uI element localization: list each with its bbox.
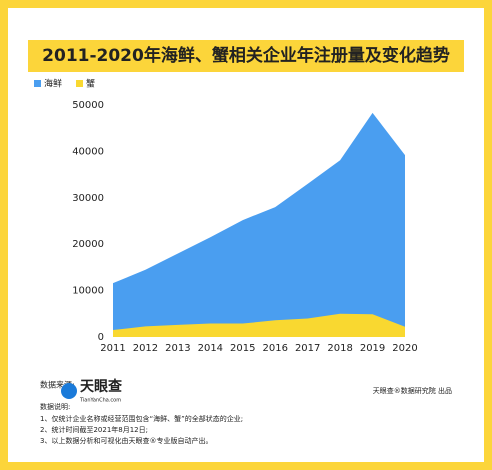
x-tick-label: 2016 — [262, 343, 287, 354]
area — [113, 112, 405, 337]
legend-label: 海鲜 — [44, 78, 62, 90]
note: 3、以上数据分析和可视化由天眼查®专业版自动产出。 — [40, 436, 212, 445]
y-tick-label: 10000 — [72, 286, 104, 297]
plot: 0 10000 20000 30000 40000 50000 2011 2012 2013 20… — [34, 78, 418, 354]
y-tick-label: 50000 — [72, 100, 104, 111]
logo-icon — [61, 383, 77, 399]
x-tick-label: 2018 — [327, 343, 352, 354]
note: 2、统计时间截至2021年8月12日; — [40, 425, 148, 434]
chart-title: 2011-2020年海鲜、蟹相关企业年注册量及变化趋势 — [42, 45, 450, 66]
source-label: 数据来源: — [40, 380, 75, 390]
x-tick-label: 2020 — [392, 343, 417, 354]
x-tick-label: 2019 — [360, 343, 385, 354]
notes-label: 数据说明: — [40, 402, 70, 411]
area — [113, 313, 405, 337]
title-band — [28, 40, 464, 72]
y-tick-label: 40000 — [72, 146, 104, 157]
x-tick-label: 2014 — [198, 343, 223, 354]
legend-swatch — [76, 80, 84, 87]
credit: 天眼查®数据研究院 出品 — [373, 386, 452, 395]
y-tick-label: 20000 — [72, 239, 104, 250]
x-tick-label: 2017 — [295, 343, 320, 354]
logo: 天眼查 — [80, 378, 123, 395]
y-tick-label: 30000 — [72, 193, 104, 204]
x-tick-label: 2011 — [100, 343, 125, 354]
legend-label: 蟹 — [86, 78, 95, 90]
y-tick-label: 0 — [98, 332, 104, 343]
note: 1、仅统计企业名称或经营范围包含“海鲜、蟹”的全部状态的企业; — [40, 414, 243, 423]
x-tick-label: 2013 — [165, 343, 190, 354]
x-tick-label: 2015 — [230, 343, 255, 354]
x-tick-label: 2012 — [133, 343, 158, 354]
logo-sub: TianYanCha.com — [79, 398, 121, 404]
legend-swatch — [34, 80, 41, 87]
